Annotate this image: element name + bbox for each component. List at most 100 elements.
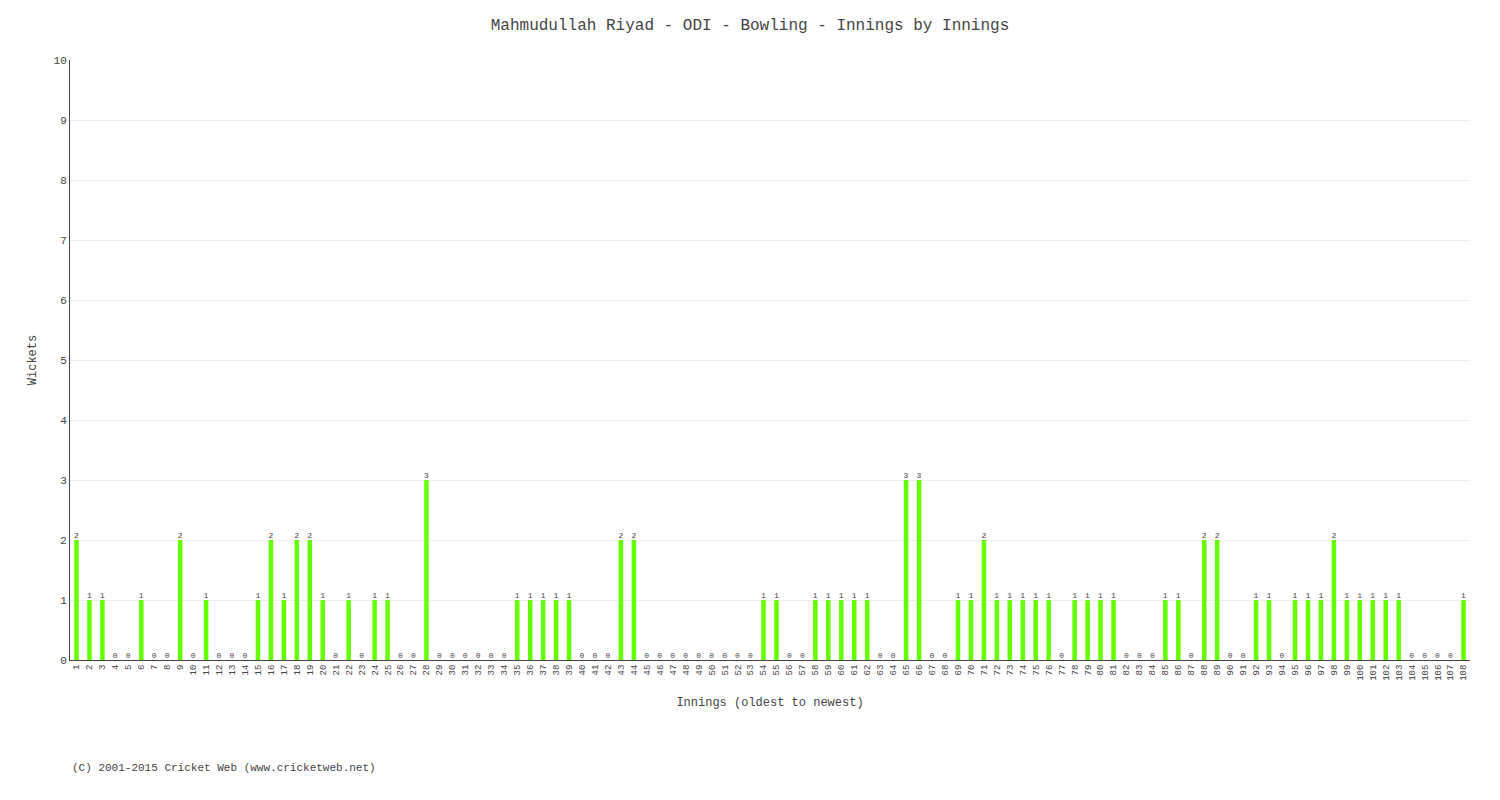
svg-text:59: 59 — [824, 665, 834, 676]
svg-text:1: 1 — [281, 591, 286, 600]
svg-text:8: 8 — [60, 175, 67, 187]
svg-text:74: 74 — [1019, 665, 1029, 676]
svg-text:1: 1 — [346, 591, 351, 600]
svg-text:0: 0 — [735, 651, 740, 660]
svg-text:5: 5 — [124, 665, 134, 670]
svg-text:52: 52 — [734, 665, 744, 676]
svg-text:53: 53 — [746, 665, 756, 676]
svg-text:1: 1 — [1396, 591, 1401, 600]
svg-text:20: 20 — [319, 665, 329, 676]
svg-text:42: 42 — [604, 665, 614, 676]
svg-text:1: 1 — [1293, 591, 1298, 600]
svg-text:108: 108 — [1459, 665, 1469, 681]
svg-text:0: 0 — [450, 651, 455, 660]
svg-text:3: 3 — [917, 471, 922, 480]
svg-text:0: 0 — [243, 651, 248, 660]
svg-text:16: 16 — [267, 665, 277, 676]
svg-text:3: 3 — [60, 475, 67, 487]
svg-text:40: 40 — [578, 665, 588, 676]
svg-text:(C) 2001-2015 Cricket Web (www: (C) 2001-2015 Cricket Web (www.cricketwe… — [72, 762, 376, 774]
svg-text:0: 0 — [605, 651, 610, 660]
svg-text:7: 7 — [150, 665, 160, 670]
svg-text:Wickets: Wickets — [26, 335, 40, 385]
svg-text:89: 89 — [1213, 665, 1223, 676]
svg-text:23: 23 — [358, 665, 368, 676]
svg-text:26: 26 — [396, 665, 406, 676]
svg-text:36: 36 — [526, 665, 536, 676]
svg-text:22: 22 — [345, 665, 355, 676]
svg-text:70: 70 — [967, 665, 977, 676]
svg-text:2: 2 — [178, 531, 183, 540]
svg-text:0: 0 — [1280, 651, 1285, 660]
svg-text:9: 9 — [60, 115, 67, 127]
svg-text:1: 1 — [1383, 591, 1388, 600]
svg-text:32: 32 — [474, 665, 484, 676]
svg-text:0: 0 — [891, 651, 896, 660]
svg-text:35: 35 — [513, 665, 523, 676]
svg-text:82: 82 — [1122, 665, 1132, 676]
svg-text:1: 1 — [255, 591, 260, 600]
svg-text:0: 0 — [943, 651, 948, 660]
svg-text:0: 0 — [489, 651, 494, 660]
svg-text:1: 1 — [100, 591, 105, 600]
svg-text:96: 96 — [1304, 665, 1314, 676]
svg-text:79: 79 — [1084, 665, 1094, 676]
svg-text:2: 2 — [1215, 531, 1220, 540]
svg-text:0: 0 — [113, 651, 118, 660]
svg-text:1: 1 — [1318, 591, 1323, 600]
svg-text:0: 0 — [1435, 651, 1440, 660]
svg-text:85: 85 — [1161, 665, 1171, 676]
svg-text:75: 75 — [1032, 665, 1042, 676]
svg-text:0: 0 — [1228, 651, 1233, 660]
svg-text:71: 71 — [980, 665, 990, 676]
svg-text:4: 4 — [60, 415, 67, 427]
svg-text:0: 0 — [1124, 651, 1129, 660]
svg-text:1: 1 — [1370, 591, 1375, 600]
svg-text:49: 49 — [695, 665, 705, 676]
svg-text:0: 0 — [1150, 651, 1155, 660]
svg-text:0: 0 — [644, 651, 649, 660]
svg-text:100: 100 — [1356, 665, 1366, 681]
svg-text:9: 9 — [176, 665, 186, 670]
svg-text:64: 64 — [889, 665, 899, 676]
svg-text:1: 1 — [541, 591, 546, 600]
svg-text:61: 61 — [850, 665, 860, 676]
svg-text:73: 73 — [1006, 665, 1016, 676]
svg-text:8: 8 — [163, 665, 173, 670]
svg-text:Mahmudullah Riyad - ODI - Bowl: Mahmudullah Riyad - ODI - Bowling - Inni… — [491, 17, 1009, 35]
svg-text:1: 1 — [1098, 591, 1103, 600]
svg-text:101: 101 — [1369, 665, 1379, 681]
svg-text:0: 0 — [359, 651, 364, 660]
svg-text:2: 2 — [60, 535, 67, 547]
svg-text:94: 94 — [1278, 665, 1288, 676]
svg-text:41: 41 — [591, 665, 601, 676]
svg-text:2: 2 — [268, 531, 273, 540]
svg-text:10: 10 — [189, 665, 199, 676]
svg-text:0: 0 — [1409, 651, 1414, 660]
svg-text:47: 47 — [669, 665, 679, 676]
svg-text:0: 0 — [217, 651, 222, 660]
svg-text:10: 10 — [54, 55, 67, 67]
svg-text:38: 38 — [552, 665, 562, 676]
svg-text:44: 44 — [630, 665, 640, 676]
svg-text:2: 2 — [85, 665, 95, 670]
svg-text:1: 1 — [1007, 591, 1012, 600]
svg-text:81: 81 — [1109, 665, 1119, 676]
svg-text:102: 102 — [1382, 665, 1392, 681]
svg-text:11: 11 — [202, 665, 212, 676]
svg-text:1: 1 — [1072, 591, 1077, 600]
svg-text:0: 0 — [1448, 651, 1453, 660]
svg-text:6: 6 — [60, 295, 67, 307]
svg-text:87: 87 — [1187, 665, 1197, 676]
svg-text:4: 4 — [111, 665, 121, 670]
svg-text:39: 39 — [565, 665, 575, 676]
svg-text:1: 1 — [1305, 591, 1310, 600]
svg-text:90: 90 — [1226, 665, 1236, 676]
svg-text:99: 99 — [1343, 665, 1353, 676]
svg-text:51: 51 — [721, 665, 731, 676]
svg-text:0: 0 — [437, 651, 442, 660]
svg-text:91: 91 — [1239, 665, 1249, 676]
svg-text:0: 0 — [165, 651, 170, 660]
svg-text:48: 48 — [682, 665, 692, 676]
svg-text:56: 56 — [785, 665, 795, 676]
